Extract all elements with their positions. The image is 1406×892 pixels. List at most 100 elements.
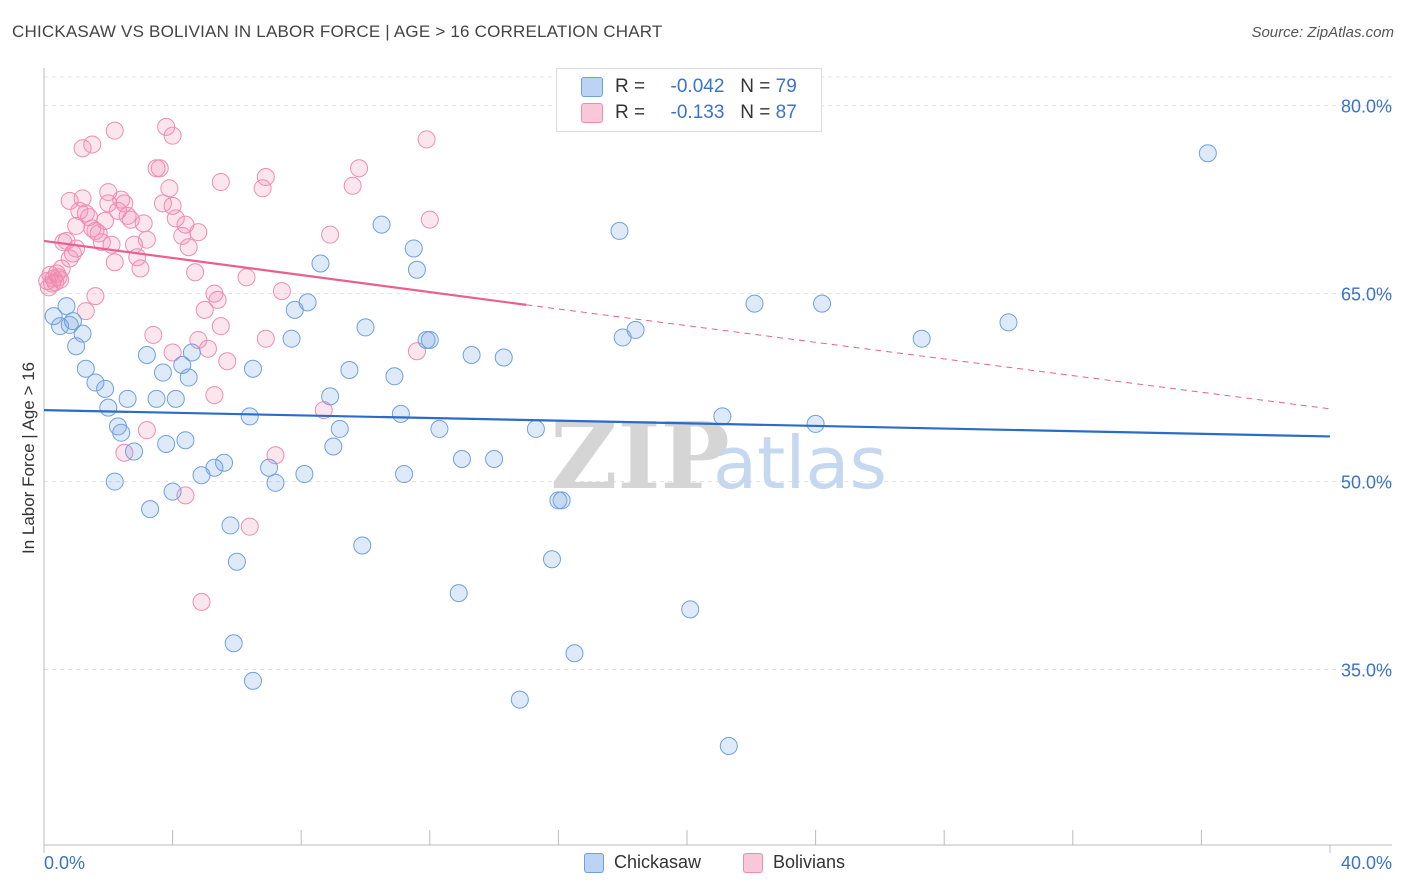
series-legend: Chickasaw Bolivians: [0, 852, 1406, 876]
y-tick-label: 65.0%: [1341, 285, 1392, 305]
watermark-zip: ZIP: [550, 402, 729, 510]
chickasaw-point: [260, 458, 279, 477]
chickasaw-points: [44, 144, 1217, 755]
chickasaw-point: [565, 644, 584, 663]
r-value-chickasaw: -0.042: [670, 76, 725, 97]
chickasaw-point: [86, 373, 105, 392]
chickasaw-point: [610, 221, 629, 240]
chickasaw-point: [96, 379, 115, 398]
chickasaw-point: [182, 343, 201, 362]
chickasaw-point: [105, 472, 124, 491]
bolivians-point: [86, 287, 105, 306]
bolivians-point: [163, 126, 182, 145]
legend-label-bolivians: Bolivians: [773, 852, 846, 872]
chickasaw-point: [449, 584, 468, 603]
bolivians-point: [240, 517, 259, 536]
bolivians-point: [417, 130, 436, 149]
chickasaw-point: [141, 500, 160, 519]
chickasaw-point: [430, 419, 449, 438]
bolivians-point: [137, 421, 156, 440]
chickasaw-point: [321, 387, 340, 406]
legend-item-bolivians[interactable]: Bolivians: [743, 852, 845, 873]
chickasaw-point: [99, 398, 118, 417]
bolivians-point: [73, 139, 92, 158]
bolivians-point: [343, 176, 362, 195]
x-tick-label: 0.0%: [44, 853, 85, 873]
chickasaw-point: [542, 550, 561, 569]
bolivians-point: [86, 221, 105, 240]
chickasaw-point: [227, 552, 246, 571]
bolivians-trend-line: [43, 239, 527, 306]
chickasaw-point: [243, 671, 262, 690]
source-label: Source: ZipAtlas.com: [1251, 24, 1394, 41]
n-label: N =: [740, 102, 771, 123]
chickasaw-point: [125, 442, 144, 461]
bolivians-point: [253, 179, 272, 198]
chickasaw-point: [407, 260, 426, 279]
chickasaw-point: [243, 359, 262, 378]
bolivians-point: [96, 211, 115, 230]
bolivians-point: [186, 263, 205, 282]
bolivians-point: [157, 117, 176, 136]
chickasaw-point: [57, 297, 76, 316]
r-value-bolivians: -0.133: [670, 102, 725, 123]
chickasaw-point: [395, 465, 414, 484]
bolivians-point: [105, 121, 124, 140]
chickasaw-trend-line: [43, 409, 1331, 438]
bolivians-points: [38, 117, 439, 611]
bolivians-point: [195, 300, 214, 319]
bolivians-point: [99, 183, 118, 202]
chickasaw-point: [179, 368, 198, 387]
axes: [43, 68, 1392, 853]
n-value-bolivians: 87: [775, 102, 797, 123]
chickasaw-point: [452, 450, 471, 469]
n-label: N =: [740, 76, 771, 97]
bolivians-point: [218, 352, 237, 371]
bolivians-point: [321, 225, 340, 244]
correlation-legend: R = -0.042 N = 79 R = -0.133 N = 87: [556, 68, 822, 132]
chickasaw-point: [60, 315, 79, 334]
bolivians-point: [115, 443, 134, 462]
chickasaw-point: [813, 294, 832, 313]
bolivians-point: [350, 159, 369, 178]
r-label: R =: [615, 76, 646, 97]
legend-row-chickasaw: R = -0.042 N = 79: [581, 75, 797, 99]
legend-item-chickasaw[interactable]: Chickasaw: [584, 852, 701, 873]
chickasaw-point: [205, 458, 224, 477]
bolivians-point: [108, 201, 127, 220]
chickasaw-point: [137, 345, 156, 364]
bolivians-point: [166, 209, 185, 228]
chickasaw-point: [745, 294, 764, 313]
bolivians-point: [131, 259, 150, 278]
bolivians-point: [144, 325, 163, 344]
chickasaw-point: [324, 437, 343, 456]
bolivians-point: [150, 159, 169, 178]
bolivians-point: [256, 329, 275, 348]
chickasaw-point: [404, 239, 423, 258]
y-axis-label: In Labor Force | Age > 16: [19, 362, 38, 554]
y-tick-labels: 35.0% 50.0% 65.0% 80.0%: [1341, 97, 1392, 681]
chickasaw-point: [462, 345, 481, 364]
bolivians-point: [420, 210, 439, 229]
bolivians-point: [134, 214, 153, 233]
chickasaw-point: [311, 254, 330, 273]
bolivians-swatch: [743, 852, 763, 873]
chickasaw-point: [626, 320, 645, 339]
bolivians-point: [211, 173, 230, 192]
bolivians-point: [192, 592, 211, 611]
chickasaw-point: [266, 473, 285, 492]
bolivians-point: [272, 282, 291, 301]
bolivians-point: [237, 268, 256, 287]
bolivians-point: [205, 386, 224, 405]
legend-row-bolivians: R = -0.133 N = 87: [581, 101, 797, 125]
chickasaw-point: [713, 407, 732, 426]
x-tick-label: 40.0%: [1341, 853, 1392, 873]
chickasaw-point: [1198, 144, 1217, 163]
chickasaw-point: [295, 465, 314, 484]
chickasaw-point: [112, 423, 131, 442]
chickasaw-point: [372, 215, 391, 234]
chickasaw-point: [330, 419, 349, 438]
x-tick-labels: 0.0% 40.0%: [44, 853, 1392, 873]
n-value-chickasaw: 79: [775, 76, 797, 97]
